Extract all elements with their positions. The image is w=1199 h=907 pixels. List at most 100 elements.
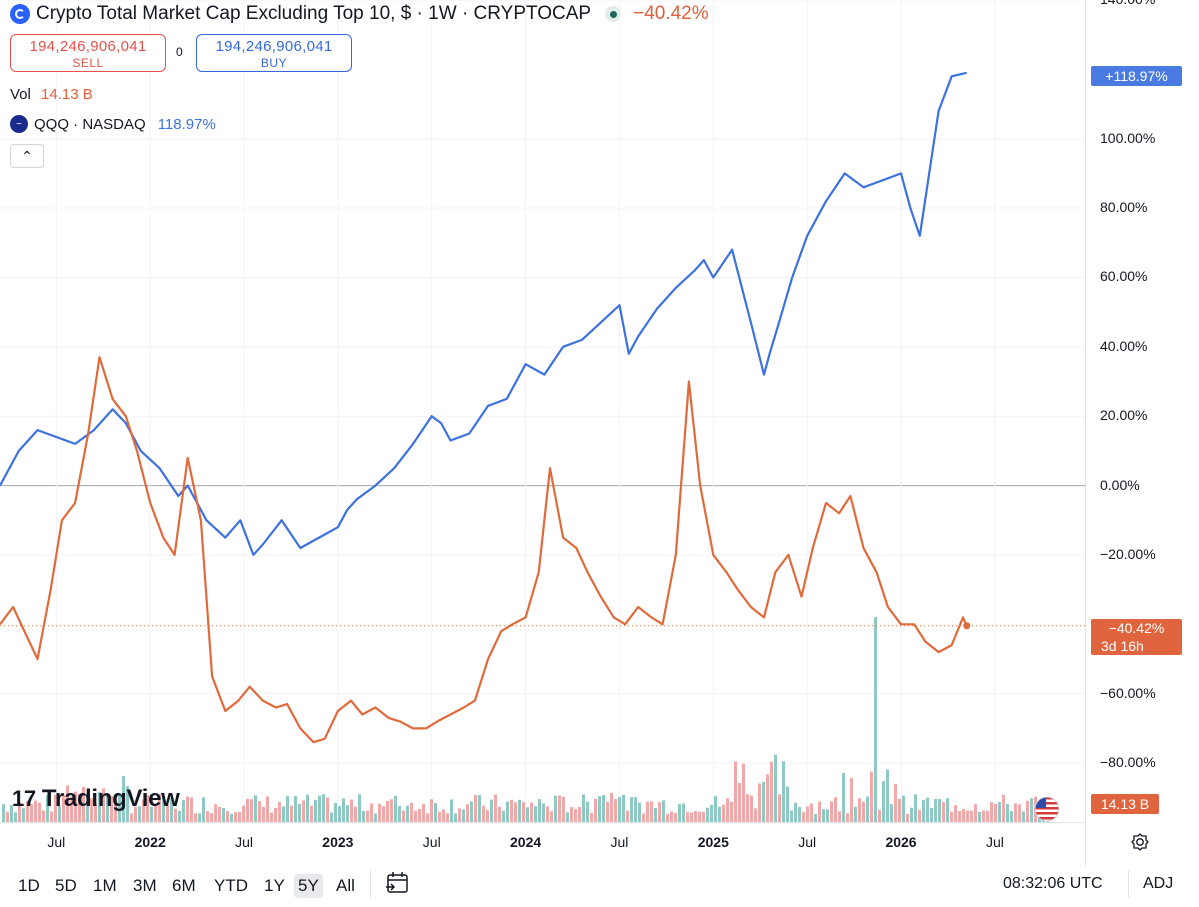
volume-bar bbox=[1030, 798, 1033, 822]
volume-bar bbox=[382, 806, 385, 822]
volume-bar bbox=[578, 806, 581, 822]
volume-bar bbox=[610, 792, 613, 822]
volume-bar bbox=[502, 810, 505, 822]
range-1y-button[interactable]: 1Y bbox=[264, 876, 285, 895]
volume-bar bbox=[458, 808, 461, 822]
volume-bar bbox=[350, 799, 353, 822]
sell-label: SELL bbox=[72, 56, 104, 70]
volume-bar bbox=[406, 805, 409, 822]
volume-bar bbox=[250, 799, 253, 822]
us-flag-icon[interactable] bbox=[1034, 796, 1060, 822]
volume-bar bbox=[438, 811, 441, 822]
volume-bar bbox=[462, 809, 465, 822]
volume-bar bbox=[790, 810, 793, 822]
volume-bar bbox=[98, 792, 101, 822]
series-line-cryptocap bbox=[0, 356, 968, 744]
calendar-goto-icon[interactable] bbox=[385, 870, 411, 896]
volume-bar bbox=[594, 798, 597, 822]
volume-bar bbox=[482, 805, 485, 822]
volume-bar bbox=[442, 809, 445, 822]
y-tick-label: 140.00% bbox=[1100, 0, 1155, 7]
chevron-up-icon[interactable]: ⌃ bbox=[10, 144, 44, 168]
volume-bar bbox=[38, 802, 41, 822]
volume-bar bbox=[914, 794, 917, 822]
volume-bar bbox=[162, 796, 165, 822]
volume-bar bbox=[862, 801, 865, 822]
volume-histogram bbox=[2, 617, 1049, 822]
volume-bar bbox=[554, 795, 557, 822]
volume-bar bbox=[682, 803, 685, 822]
volume-bar bbox=[258, 801, 261, 822]
volume-bar bbox=[414, 810, 417, 822]
volume-bar bbox=[302, 800, 305, 822]
market-status-icon[interactable] bbox=[605, 6, 622, 22]
volume-bar bbox=[722, 804, 725, 822]
volume-bar bbox=[194, 813, 197, 822]
volume-bar bbox=[370, 803, 373, 822]
compare-legend[interactable]: ~ QQQ · NASDAQ 118.97% bbox=[10, 115, 216, 133]
range-6m-button[interactable]: 6M bbox=[172, 876, 196, 895]
volume-bar bbox=[146, 794, 149, 822]
volume-bar bbox=[662, 800, 665, 822]
volume-bar bbox=[74, 791, 77, 822]
volume-bar bbox=[66, 785, 69, 822]
volume-bar bbox=[434, 802, 437, 822]
volume-bar bbox=[90, 798, 93, 822]
volume-bar bbox=[566, 812, 569, 822]
range-1m-button[interactable]: 1M bbox=[93, 876, 117, 895]
range-5y-button[interactable]: 5Y bbox=[294, 874, 323, 898]
buy-price: 194,246,906,041 bbox=[215, 38, 333, 55]
volume-bar bbox=[338, 806, 341, 822]
gear-icon[interactable] bbox=[1130, 832, 1150, 852]
y-tick-label: 20.00% bbox=[1100, 407, 1148, 424]
volume-bar bbox=[846, 813, 849, 822]
volume-bar bbox=[430, 799, 433, 822]
spread-value: 0 bbox=[176, 45, 183, 59]
adj-toggle[interactable]: ADJ bbox=[1143, 875, 1174, 892]
range-1d-button[interactable]: 1D bbox=[18, 876, 40, 895]
volume-bar bbox=[590, 812, 593, 822]
range-3m-button[interactable]: 3M bbox=[133, 876, 157, 895]
utc-clock[interactable]: 08:32:06 UTC bbox=[1003, 875, 1103, 892]
buy-button[interactable]: 194,246,906,041 BUY bbox=[196, 34, 352, 72]
x-tick-label: Jul bbox=[798, 834, 817, 850]
symbol-title[interactable]: Crypto Total Market Cap Excluding Top 10… bbox=[10, 3, 709, 25]
volume-bar bbox=[366, 810, 369, 822]
volume-bar bbox=[466, 804, 469, 822]
buy-label: BUY bbox=[260, 56, 288, 70]
volume-bar bbox=[18, 802, 21, 822]
volume-bar bbox=[26, 800, 29, 822]
volume-bar bbox=[750, 795, 753, 822]
volume-legend[interactable]: Vol 14.13 B bbox=[10, 86, 93, 103]
volume-bar bbox=[314, 799, 317, 822]
volume-bar bbox=[918, 809, 921, 822]
range-5d-button[interactable]: 5D bbox=[55, 876, 77, 895]
volume-bar bbox=[626, 810, 629, 822]
range-ytd-button[interactable]: YTD bbox=[214, 876, 248, 895]
volume-bar bbox=[22, 808, 25, 822]
volume-bar bbox=[46, 795, 49, 822]
volume-bar bbox=[766, 774, 769, 822]
y-tick-label: 0.00% bbox=[1100, 476, 1140, 493]
volume-bar bbox=[830, 801, 833, 822]
volume-bar bbox=[866, 796, 869, 822]
y-tick-label: 80.00% bbox=[1100, 199, 1148, 216]
volume-bar bbox=[270, 812, 273, 822]
volume-bar bbox=[186, 796, 189, 822]
volume-bar bbox=[474, 795, 477, 822]
volume-bar bbox=[962, 808, 965, 822]
volume-bar bbox=[642, 813, 645, 822]
volume-bar bbox=[238, 811, 241, 822]
volume-bar bbox=[210, 812, 213, 822]
volume-bar bbox=[1014, 803, 1017, 822]
volume-bar bbox=[718, 806, 721, 822]
volume-bar bbox=[1002, 794, 1005, 822]
volume-bar bbox=[402, 810, 405, 822]
volume-bar bbox=[2, 804, 5, 822]
volume-bar bbox=[362, 810, 365, 822]
range-all-button[interactable]: All bbox=[336, 876, 355, 895]
sell-button[interactable]: 194,246,906,041 SELL bbox=[10, 34, 166, 72]
volume-bar bbox=[558, 795, 561, 822]
volume-bar bbox=[130, 813, 133, 822]
